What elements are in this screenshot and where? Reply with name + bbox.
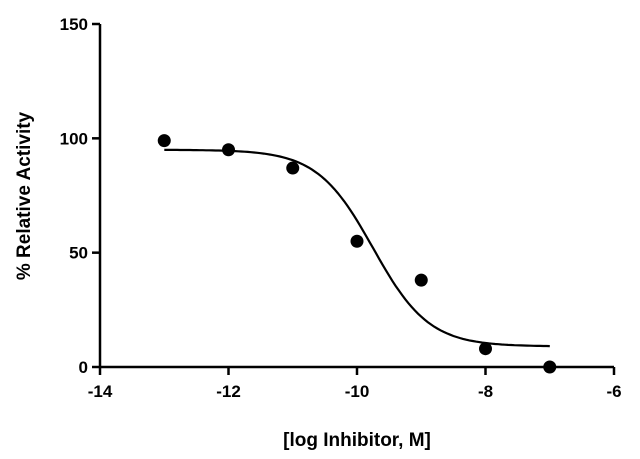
- data-point: [286, 161, 300, 175]
- fit-curve-layer: [164, 148, 550, 348]
- y-tick-label: 0: [79, 358, 88, 377]
- y-axis-title: % Relative Activity: [14, 111, 35, 280]
- x-tick-label: -14: [88, 382, 113, 401]
- data-point: [543, 360, 557, 374]
- data-point: [414, 273, 428, 287]
- ticks: 0 50 100 150 -14 -12 -10 -8 -6: [60, 15, 622, 401]
- data-points-layer: [157, 134, 557, 374]
- x-tick-label: -10: [345, 382, 370, 401]
- y-tick-label: 50: [69, 244, 88, 263]
- x-tick-label: -12: [216, 382, 241, 401]
- y-tick-label: 150: [60, 15, 88, 34]
- x-axis-title: [log Inhibitor, M]: [283, 430, 431, 451]
- data-point: [479, 342, 492, 356]
- x-tick-label: -8: [478, 382, 493, 401]
- fit-curve: [164, 148, 550, 348]
- axes: [98, 24, 614, 369]
- x-tick-label: -6: [606, 382, 621, 401]
- data-point: [157, 134, 171, 148]
- y-tick-label: 100: [60, 129, 88, 148]
- data-point: [350, 234, 364, 248]
- data-point: [222, 143, 235, 157]
